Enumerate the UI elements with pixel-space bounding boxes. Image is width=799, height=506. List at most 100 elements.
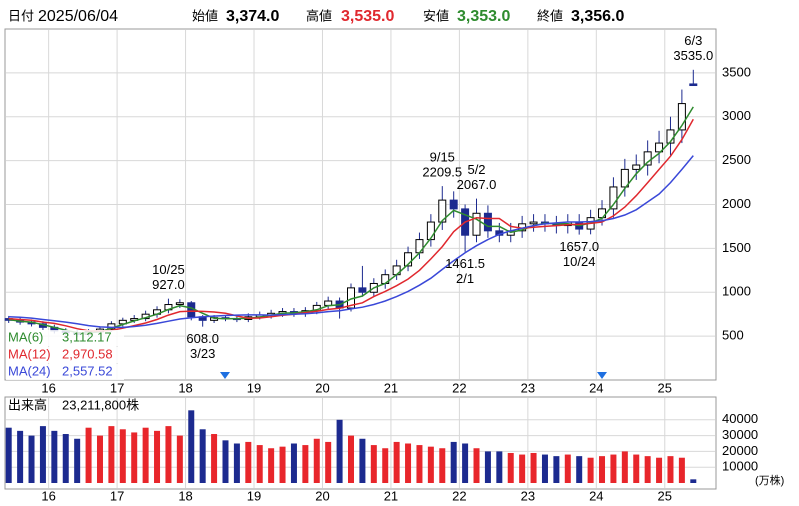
volume-bar xyxy=(233,443,240,483)
volume-bar xyxy=(405,443,412,483)
volume-tick-label: 10000 xyxy=(722,459,758,474)
volume-bar xyxy=(370,445,377,483)
volume-bar xyxy=(610,454,617,483)
annotation-value: 3535.0 xyxy=(673,48,713,63)
volume-bar xyxy=(5,427,12,483)
volume-bar xyxy=(656,457,663,483)
volume-bar xyxy=(564,454,571,483)
annotation-value: 2067.0 xyxy=(457,177,497,192)
volume-bar xyxy=(85,427,92,483)
volume-bar xyxy=(553,456,560,483)
volume-unit: (万株) xyxy=(755,473,784,487)
candle-body xyxy=(438,199,447,223)
header-value: 3,535.0 xyxy=(341,8,394,25)
x-tick-label: 18 xyxy=(178,488,192,503)
x-tick-label: 24 xyxy=(589,488,603,503)
header-label: 高値 xyxy=(306,8,332,23)
x-tick-label: 20 xyxy=(315,380,329,395)
y-tick-label: 1500 xyxy=(722,240,751,255)
x-tick-label: 23 xyxy=(521,380,535,395)
candle-body xyxy=(689,83,698,87)
volume-bar xyxy=(96,435,103,483)
y-tick-label: 500 xyxy=(722,328,744,343)
volume-bar xyxy=(382,448,389,483)
event-marker xyxy=(220,372,230,379)
volume-bar xyxy=(678,457,685,483)
volume-bar xyxy=(667,456,674,483)
volume-bar xyxy=(462,443,469,483)
volume-bar xyxy=(621,451,628,483)
header-value: 3,374.0 xyxy=(226,8,279,25)
volume-bar xyxy=(439,448,446,483)
ma-lines xyxy=(8,106,694,334)
ma-line xyxy=(8,106,694,334)
y-tick-label: 1000 xyxy=(722,284,751,299)
annotation-date: 6/3 xyxy=(684,33,702,48)
candle-body xyxy=(529,221,538,225)
annotation-date: 10/24 xyxy=(563,254,596,269)
y-tick-label: 2000 xyxy=(722,196,751,211)
volume-bar xyxy=(188,410,195,483)
volume-bar xyxy=(51,430,58,483)
candle-body xyxy=(620,168,629,188)
volume-bar xyxy=(359,438,366,483)
candle-body xyxy=(404,252,413,267)
volume-bar xyxy=(336,419,343,483)
x-tick-label: 21 xyxy=(384,380,398,395)
volume-bar xyxy=(268,448,275,483)
volume-bar xyxy=(599,456,606,483)
header-label: 日付 xyxy=(8,8,34,23)
volume-bar xyxy=(313,438,320,483)
volume-bar xyxy=(644,456,651,483)
annotation-value: 2209.5 xyxy=(422,165,462,180)
annotation-date: 3/23 xyxy=(190,346,215,361)
candle-body xyxy=(426,221,435,241)
x-tick-label: 22 xyxy=(452,380,466,395)
legend-value: 2,970.58 xyxy=(62,346,113,361)
annotation-date: 10/25 xyxy=(152,262,185,277)
header-label: 安値 xyxy=(423,8,449,23)
x-tick-label: 23 xyxy=(521,488,535,503)
volume-bar xyxy=(108,426,115,483)
annotation-value: 1657.0 xyxy=(559,239,599,254)
volume-bar xyxy=(131,432,138,483)
x-tick-label: 17 xyxy=(110,380,124,395)
x-tick-label: 25 xyxy=(658,380,672,395)
volume-bar xyxy=(633,454,640,483)
volume-bar xyxy=(576,456,583,483)
volume-bar xyxy=(154,430,161,483)
volume-bar xyxy=(587,457,594,483)
x-tick-label: 16 xyxy=(41,380,55,395)
candle-body xyxy=(643,151,652,166)
volume-bar xyxy=(496,451,503,483)
volume-bar xyxy=(519,454,526,483)
x-tick-label: 16 xyxy=(41,488,55,503)
annotation-value: 608.0 xyxy=(186,331,219,346)
volume-bar xyxy=(690,479,697,483)
header-date: 2025/06/04 xyxy=(38,8,118,25)
volume-bar xyxy=(325,441,332,483)
candle-body xyxy=(609,186,618,210)
x-tick-label: 18 xyxy=(178,380,192,395)
candle-body xyxy=(324,300,333,306)
volume-bar xyxy=(473,448,480,483)
volume-bar xyxy=(279,446,286,483)
legend-bg xyxy=(6,347,124,363)
candle-body xyxy=(175,302,184,306)
volume-bar xyxy=(211,434,218,483)
volume-bar xyxy=(427,446,434,483)
header-label: 始値 xyxy=(192,8,218,23)
volume-title: 出来高 xyxy=(8,397,47,412)
annotation-date: 5/2 xyxy=(467,162,485,177)
candle-body xyxy=(677,103,686,131)
candle-body xyxy=(632,164,641,170)
volume-bars xyxy=(5,410,697,483)
volume-bar xyxy=(62,434,69,483)
legend-name: MA(12) xyxy=(8,346,51,361)
volume-tick-label: 20000 xyxy=(722,443,758,458)
ma-line xyxy=(8,118,694,332)
volume-bar xyxy=(165,426,172,483)
volume-bar xyxy=(245,441,252,483)
x-tick-label: 20 xyxy=(315,488,329,503)
